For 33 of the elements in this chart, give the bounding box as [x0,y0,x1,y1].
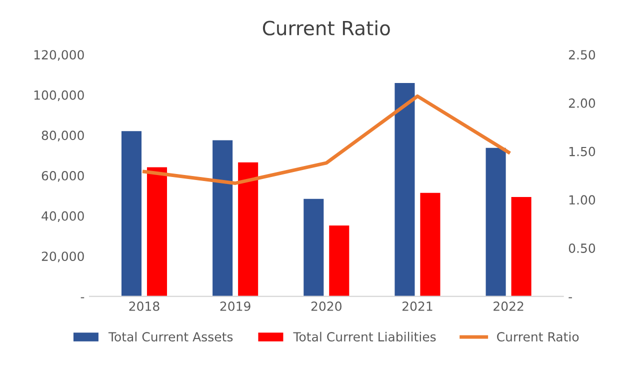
x-tick-label: 2022 [494,301,524,311]
y2-tick-label: 2.50 [568,50,596,60]
y2-tick-label: 2.00 [568,98,596,108]
bar [238,162,258,296]
y2-tick-label: 1.00 [569,195,596,205]
y-tick-label: - [80,297,84,298]
line-series [142,94,510,185]
y-tick-label: 60,000 [42,170,84,182]
bar [511,197,532,296]
bar [329,225,350,296]
y-tick-label: 120,000 [34,50,84,61]
y-tick-label: 80,000 [42,130,84,142]
legend-label: Total Current Assets [108,332,233,342]
x-tick-label: 2020 [311,301,342,311]
y2-tick-label: 0.50 [568,244,596,253]
bar [146,167,168,296]
bar [394,83,415,296]
bar [420,192,440,296]
y2-tick-label: - [568,297,572,298]
bar [304,198,324,296]
y-tick-label: 20,000 [42,252,84,262]
y-tick-label: 40,000 [42,211,84,222]
bar [121,131,142,296]
chart-title: Current Ratio [262,20,390,36]
legend-label: Current Ratio [497,332,579,342]
x-tick-label: 2019 [220,301,250,311]
y-tick-label: 100,000 [34,90,84,102]
x-tick-label: 2021 [402,301,432,311]
bar [486,148,506,296]
y2-tick-label: 1.50 [569,146,596,156]
legend-label: Total Current Liabilities [293,332,436,342]
bar [212,140,233,296]
x-tick-label: 2018 [129,301,160,311]
